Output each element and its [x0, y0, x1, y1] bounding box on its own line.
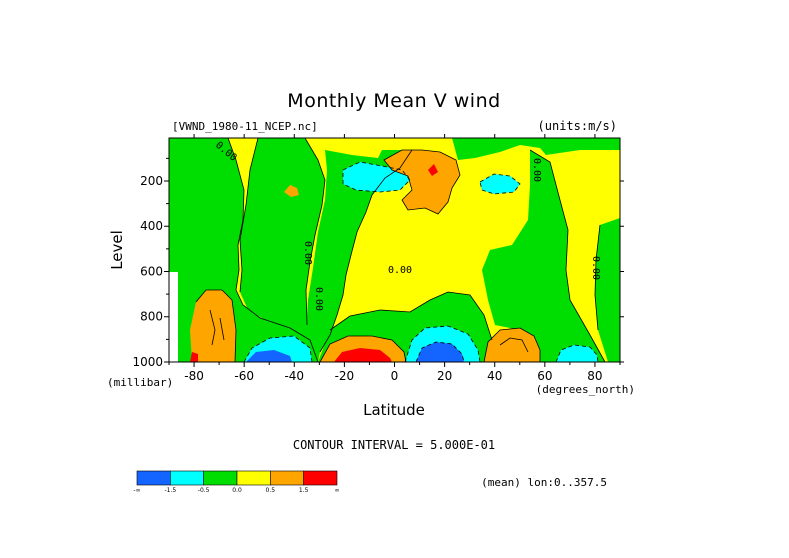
region-negative-tropical [306, 150, 412, 362]
region-orange-lower-southpole [190, 290, 236, 362]
colorbar-label: -0.5 [198, 487, 210, 494]
contour-zero-north [529, 149, 606, 362]
x-tick-label: -80 [184, 369, 204, 383]
contour-label: 0.00 [590, 256, 601, 280]
region-negative-midlat [240, 138, 325, 352]
contour-lines-dashed [243, 161, 599, 362]
contour-neg-lower-equator [404, 325, 481, 362]
contour-pos-lower-south [195, 289, 237, 362]
x-tick-label: 40 [487, 369, 502, 383]
x-tick-label: 0 [391, 369, 399, 383]
contour-label: 0.00 [531, 158, 542, 182]
region-negative-polar-north [595, 218, 620, 362]
colorbar: -∞ -1.5 -0.5 0.0 0.5 1.5 ∞ [133, 470, 340, 494]
x-tick-label: 20 [437, 369, 452, 383]
x-tick-label: -20 [335, 369, 355, 383]
contour-inner-south [209, 309, 225, 346]
contour-label: 0.00 [388, 265, 412, 276]
colorbar-label: 1.5 [299, 487, 309, 494]
region-orange-upper-small [284, 185, 299, 197]
y-axis-unit: (millibar) [107, 376, 173, 389]
x-tick-label: -40 [284, 369, 304, 383]
region-cyan-upper-north [480, 174, 520, 194]
x-axis-unit: (degrees_north) [536, 383, 635, 396]
colorbar-swatch [170, 470, 204, 486]
contour-zero-south [227, 138, 319, 362]
colorbar-swatch [303, 470, 338, 486]
contour-neg-upper-tropic [342, 161, 411, 193]
x-axis-label: Latitude [363, 401, 425, 419]
y-tick-label: 400 [140, 219, 163, 233]
contour-zero-tropic [319, 149, 413, 353]
region-cyan-lower-north [556, 345, 598, 362]
colorbar-swatch [236, 470, 271, 486]
missing-data-region [169, 272, 178, 362]
region-blue-lower-equator [416, 342, 464, 362]
contour-neg-lower-north [555, 344, 599, 362]
region-negative-northern-upper [452, 138, 620, 160]
contour-label: 0.00 [313, 287, 324, 311]
chart-title: Monthly Mean V wind [287, 90, 500, 112]
plot-area [169, 138, 620, 362]
contour-interval: CONTOUR INTERVAL = 5.000E-01 [293, 438, 495, 452]
contour-pos-upper [383, 149, 461, 215]
x-tick-label: 80 [587, 369, 602, 383]
y-tick-label: 800 [140, 310, 163, 324]
colorbar-swatch [203, 470, 238, 486]
colorbar-label: ∞ [335, 487, 340, 494]
footer-note: (mean) lon:0..357.5 [481, 476, 607, 489]
colorbar-swatch [270, 470, 304, 486]
region-red-lower-pole [190, 352, 198, 362]
y-axis: 200 400 600 800 1000 [132, 157, 624, 369]
contour-neg-upper-north [479, 173, 521, 195]
contour-pos-lower-subtropic [319, 335, 407, 362]
region-blue-lower-south [246, 350, 292, 362]
colorbar-label: 0.0 [232, 487, 242, 494]
y-tick-label: 600 [140, 264, 163, 278]
contour-inner-north [499, 337, 529, 353]
dataset-label: [VWND_1980-11_NCEP.nc] [172, 120, 318, 133]
colorbar-label: -1.5 [164, 487, 176, 494]
contour-pos-lower-north [483, 327, 541, 362]
contour-zero-midlat [239, 138, 326, 326]
region-orange-lower-north [484, 328, 540, 362]
x-tick-label: 60 [537, 369, 552, 383]
region-negative-northern-mid [482, 150, 605, 362]
units-label: (units:m/s) [538, 119, 617, 133]
colorbar-label: -∞ [133, 487, 140, 494]
contour-zero-equator [329, 291, 493, 341]
region-orange-upper-tropic [384, 150, 460, 214]
x-tick-label: -60 [234, 369, 254, 383]
contour-lines [195, 138, 606, 362]
contour-neg-lower-equator-inner [415, 341, 465, 362]
y-axis-label: Level [108, 230, 126, 270]
colorbar-swatch [136, 470, 171, 486]
region-red-lower-subtropic [334, 348, 392, 362]
x-axis: -80 -60 -40 -20 0 20 40 60 80 [168, 134, 621, 383]
colorbar-label: 0.5 [266, 487, 276, 494]
contour-label: 0.00 [302, 241, 313, 265]
y-tick-label: 1000 [132, 355, 163, 369]
y-tick-label: 200 [140, 174, 163, 188]
region-red-upper-tropic [428, 164, 438, 176]
